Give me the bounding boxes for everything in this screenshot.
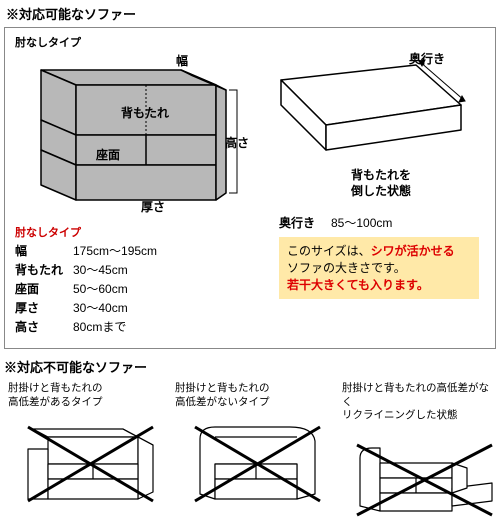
spec-v-1: 30～45cm [73,261,128,278]
note-l3: 若干大きくても入ります。 [287,278,429,292]
spec-v-0: 175cm～195cm [73,242,157,259]
spec-col-left: 肘なしタイプ 幅175cm～195cm 背もたれ30～45cm 座面50～60c… [15,224,157,335]
supported-section: 肘なしタイプ [4,27,496,349]
flat-state-l1: 背もたれを [351,168,411,182]
unsup-0-l1: 肘掛けと背もたれの [8,382,163,396]
backrest-label: 背もたれ [121,104,169,121]
spec-l-2: 座面 [15,280,73,297]
height-label: 高さ [225,134,249,151]
unsup-item-1: 肘掛けと背もたれの 高低差がないタイプ [171,382,334,528]
sofa-diagram: 幅 背もたれ 座面 高さ 厚さ [11,50,251,220]
note-l1a: このサイズは、 [287,244,371,258]
right-col: 奥行き85～100cm このサイズは、シワが活かせる ソファの大きさです。 若干… [279,214,489,299]
spec-l-4: 高さ [15,318,73,335]
unsup-0-l2: 高低差があるタイプ [8,396,163,410]
unsup-1-l2: 高低差がないタイプ [175,396,330,410]
depth-spec-label: 奥行き [279,214,331,231]
spec-l-1: 背もたれ [15,261,73,278]
note-l1b: シワが活かせる [371,244,455,258]
flat-state-l2: 倒した状態 [351,184,411,198]
width-label: 幅 [176,52,188,69]
spec-l-3: 厚さ [15,299,73,316]
unsup-1-l1: 肘掛けと背もたれの [175,382,330,396]
spec-v-4: 80cmまで [73,318,126,335]
unsup-item-2: 肘掛けと背もたれの高低差がなく リクライニングした状態 [338,382,500,528]
diagram-row: 幅 背もたれ 座面 高さ 厚さ 奥行き [11,50,489,220]
supported-header: ※対応可能なソファー [0,0,500,27]
subtype-label: 肘なしタイプ [15,34,489,50]
spec-title: 肘なしタイプ [15,224,157,240]
unsup-2-l2: リクライニングした状態 [342,409,497,423]
seat-label: 座面 [96,146,120,163]
spec-l-0: 幅 [15,242,73,259]
unsup-item-0: 肘掛けと背もたれの 高低差があるタイプ [4,382,167,528]
unsup-2-l1: 肘掛けと背もたれの高低差がなく [342,382,497,409]
unsupported-section: ※対応不可能なソファー 肘掛けと背もたれの 高低差があるタイプ [4,353,496,518]
spec-v-3: 30～40cm [73,299,128,316]
depth-spec-val: 85～100cm [331,214,392,231]
unsupported-row: 肘掛けと背もたれの 高低差があるタイプ [4,382,496,528]
spec-v-2: 50～60cm [73,280,128,297]
unsupported-header: ※対応不可能なソファー [4,353,496,380]
note-box: このサイズは、シワが活かせる ソファの大きさです。 若干大きくても入ります。 [279,237,479,299]
note-l2: ソファの大きさです。 [287,261,406,275]
thickness-label: 厚さ [141,198,165,215]
depth-label: 奥行き [409,50,445,67]
mattress-diagram: 奥行き 背もたれを 倒した状態 [261,50,471,220]
